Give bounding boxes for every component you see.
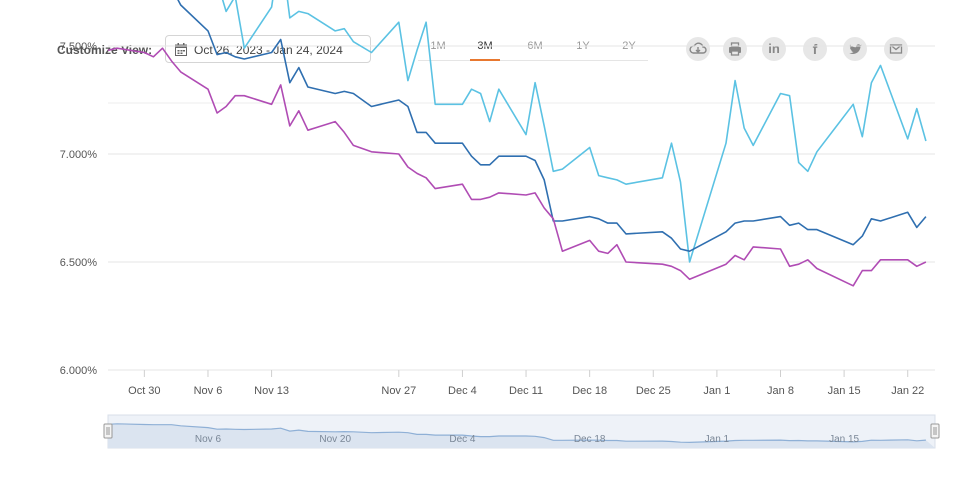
navigator-left-handle[interactable] xyxy=(103,423,113,439)
navigator-line xyxy=(107,423,926,444)
navigator-tick-label: Nov 20 xyxy=(319,434,351,445)
series-line-3 xyxy=(107,47,927,287)
x-tick-label: Jan 22 xyxy=(891,385,924,397)
x-axis: Oct 30 Nov 6 Nov 13 Nov 27 Dec 4 Dec 11 Dec 18… xyxy=(128,370,924,397)
y-tick-label: 7.000% xyxy=(60,149,98,161)
linkedin-icon[interactable]: in xyxy=(762,37,786,61)
x-tick-label: Dec 4 xyxy=(448,385,477,397)
facebook-icon[interactable]: f xyxy=(803,37,827,61)
navigator-tick-label: Jan 1 xyxy=(705,434,730,445)
handle-grip xyxy=(103,423,113,439)
x-tick-label: Dec 25 xyxy=(636,385,671,397)
x-tick-label: Dec 11 xyxy=(509,385,543,397)
y-tick-label: 6.500% xyxy=(60,257,98,269)
x-tick-label: Nov 13 xyxy=(254,385,289,397)
x-tick-label: Dec 18 xyxy=(572,385,607,397)
x-tick-label: Jan 1 xyxy=(703,385,730,397)
x-tick-label: Oct 30 xyxy=(128,385,160,397)
range-navigator[interactable]: Nov 6 Nov 20 Dec 4 Dec 18 Jan 1 Jan 15 xyxy=(103,414,940,449)
handle-grip xyxy=(930,423,940,439)
series-lines xyxy=(107,0,927,287)
x-tick-label: Jan 15 xyxy=(828,385,861,397)
y-tick-label: 6.000% xyxy=(60,365,98,377)
print-icon[interactable] xyxy=(723,37,747,61)
cloud-download-icon[interactable] xyxy=(686,37,710,61)
navigator-tick-label: Jan 15 xyxy=(829,434,859,445)
navigator-area xyxy=(108,423,935,448)
twitter-icon[interactable] xyxy=(843,37,867,61)
navigator-right-handle[interactable] xyxy=(930,423,940,439)
series-line-1 xyxy=(221,0,927,263)
x-tick-label: Nov 6 xyxy=(194,385,223,397)
navigator-tick-label: Dec 4 xyxy=(449,434,476,445)
y-axis: 6.000%6.500%7.000%7.500%8.000% xyxy=(60,41,98,377)
navigator-tick-label: Dec 18 xyxy=(574,434,606,445)
series-line-2 xyxy=(177,0,927,252)
x-tick-label: Jan 8 xyxy=(767,385,794,397)
navigator-tick-label: Nov 6 xyxy=(195,434,222,445)
y-tick-label: 7.500% xyxy=(60,41,98,53)
chart-toolbar: Customize View: Oct 26, 2023 - Jan 24, 2… xyxy=(0,0,975,100)
date-range-picker[interactable]: Oct 26, 2023 - Jan 24, 2024 xyxy=(165,35,371,63)
x-tick-label: Nov 27 xyxy=(381,385,416,397)
